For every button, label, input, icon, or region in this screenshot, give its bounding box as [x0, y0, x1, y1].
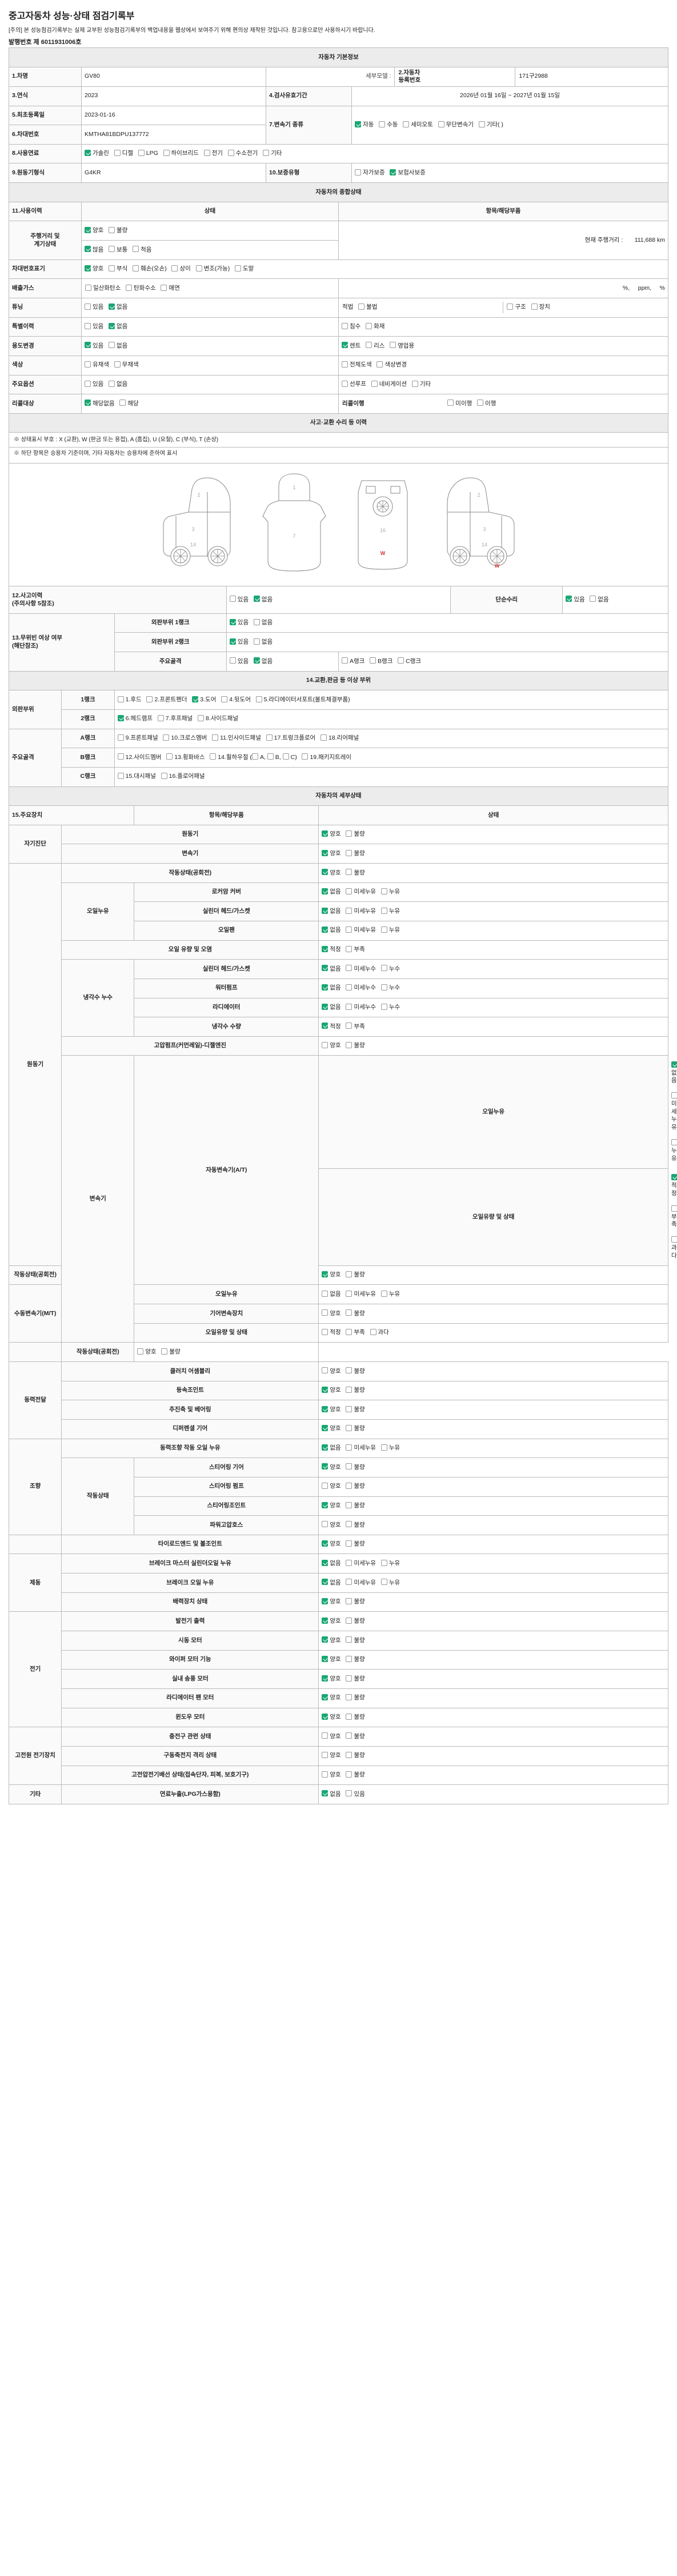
- svg-text:16: 16: [379, 528, 385, 533]
- svg-text:14: 14: [481, 542, 487, 548]
- svg-text:3: 3: [191, 526, 194, 532]
- svg-text:1: 1: [293, 485, 295, 490]
- svg-text:2: 2: [197, 492, 200, 498]
- svg-text:W: W: [380, 550, 385, 556]
- svg-text:W: W: [494, 563, 499, 569]
- svg-text:2: 2: [477, 492, 480, 498]
- svg-text:3: 3: [483, 526, 486, 532]
- svg-text:7: 7: [293, 533, 295, 539]
- svg-text:14: 14: [190, 542, 195, 548]
